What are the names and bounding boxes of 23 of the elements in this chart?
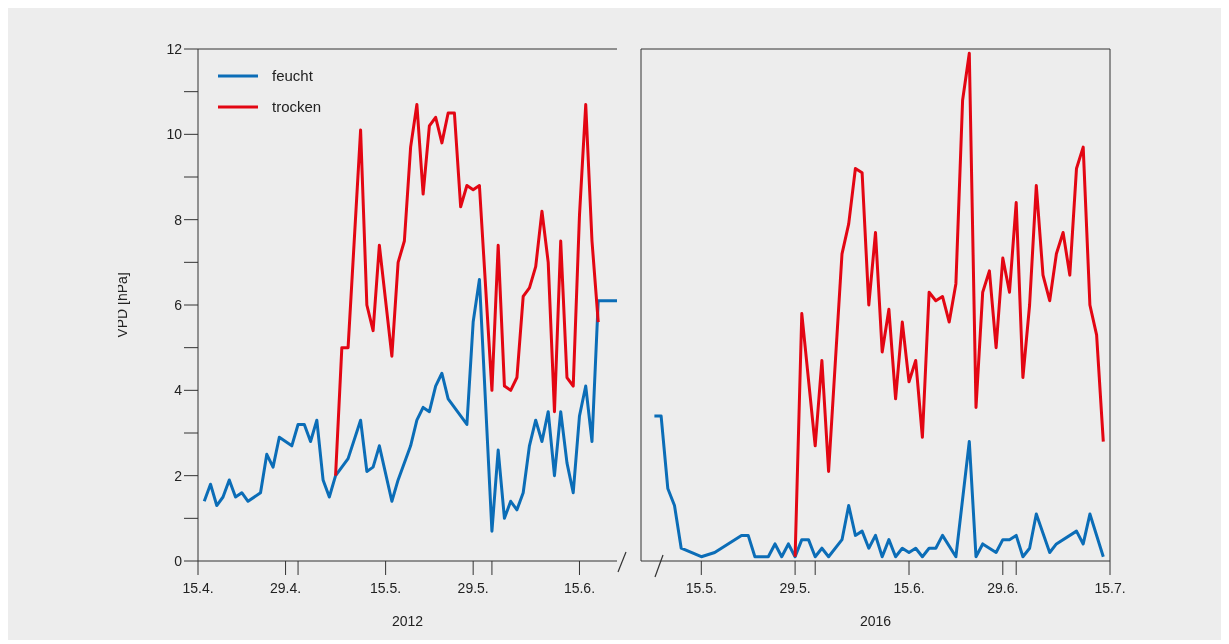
x-tick-label: 29.5.: [779, 579, 811, 596]
y-tick-label: 0: [174, 552, 183, 569]
x-axis-title: 2016: [859, 613, 892, 629]
x-tick-label: 29.6.: [987, 579, 1019, 596]
y-tick-label: 4: [174, 382, 183, 399]
y-tick-label: 12: [166, 40, 183, 57]
legend-label: feucht: [272, 67, 313, 84]
x-tick-label: 15.5.: [685, 579, 717, 596]
x-tick-label: 29.5.: [457, 579, 489, 596]
x-tick-label: 15.5.: [370, 579, 402, 596]
x-tick-label: 15.7.: [1094, 579, 1126, 596]
x-tick-label: 15.6.: [893, 579, 925, 596]
x-axis-title: 2012: [391, 613, 424, 629]
line-series: [202, 277, 617, 533]
x-tick-label: 15.6.: [563, 579, 596, 596]
x-tick-label: 29.4.: [269, 579, 302, 596]
line-series: [334, 102, 600, 478]
y-tick-label: 10: [166, 126, 183, 143]
y-tick-label: 8: [174, 211, 183, 228]
x-tick-label: 15.4.: [182, 579, 214, 596]
legend-label: trocken: [272, 98, 322, 115]
y-tick-label: 6: [174, 296, 183, 313]
y-tick-label: 2: [174, 467, 183, 484]
